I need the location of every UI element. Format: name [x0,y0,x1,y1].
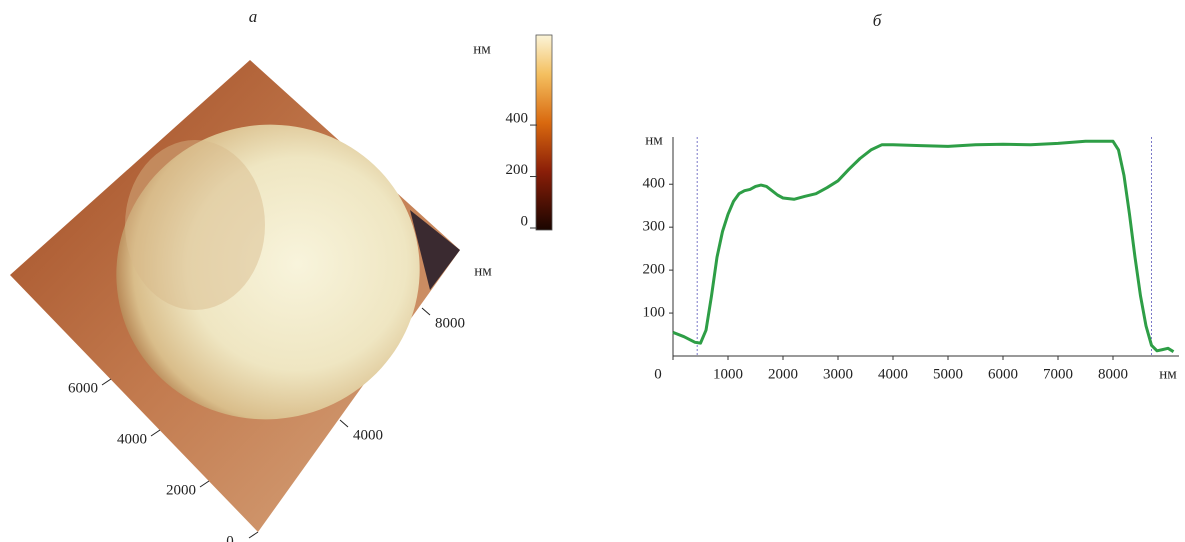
y-tick-label: 0 [226,533,234,542]
y-tick-label: 4000 [117,431,147,447]
x-tick [421,307,431,316]
x-tick-label: 4000 [353,427,383,443]
y-tick-label: 6000 [68,380,98,396]
y-tick-label: 400 [643,176,666,192]
x-tick-label: 0 [654,366,662,382]
panel-title: а [249,7,258,26]
x-tick-label: 4000 [878,366,908,382]
y-tick-label: 2000 [166,482,196,498]
x-tick-label: 1000 [713,366,743,382]
panel-title: б [873,11,882,30]
colorbar-tick-label: 400 [506,111,529,127]
y-tick [199,480,210,488]
y-tick-label: 200 [643,262,666,278]
x-tick-label: 7000 [1043,366,1073,382]
x-tick-label: 3000 [823,366,853,382]
x-tick-label: 6000 [988,366,1018,382]
y-tick [150,429,161,437]
y-tick-label: 100 [643,304,666,320]
x-tick-label: 5000 [933,366,963,382]
x-tick-label: 8000 [1098,366,1128,382]
colorbar-tick-label: 200 [506,162,529,178]
x-tick-label: 8000 [435,315,465,331]
surface-shadow [410,210,460,290]
profile-line [672,139,1175,353]
x-axis-label: нм [1159,366,1177,382]
afm-image [10,60,460,532]
x-tick [339,419,349,428]
x-tick-label: 2000 [768,366,798,382]
y-axis-label: нм [645,132,663,148]
dome-shading [125,140,265,310]
y-tick [248,531,259,539]
colorbar [535,34,553,231]
colorbar-label: нм [473,41,491,57]
y-tick [101,378,112,386]
surface-dome [116,124,420,420]
colorbar-tick-label: 0 [521,213,529,229]
y-tick-label: 300 [643,219,666,235]
x-axis-label: нм [474,263,492,279]
